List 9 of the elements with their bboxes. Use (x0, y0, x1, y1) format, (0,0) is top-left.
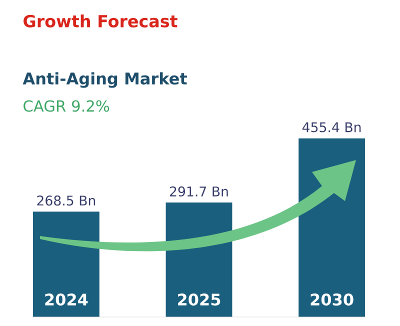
x-tick-label: 2030 (310, 294, 354, 306)
chart-title: Growth Forecast (24, 14, 178, 28)
text: CAGR 9.2% (24, 100, 110, 112)
x-tick-label: 2024 (45, 294, 88, 306)
data-label: 268.5 Bn (37, 196, 96, 206)
data-label: 455.4 Bn (302, 122, 361, 132)
data-label: 291.7 Bn (170, 186, 228, 197)
x-tick-label: 2025 (178, 294, 220, 306)
chart-subtitle: Anti-Aging Market (22, 72, 187, 88)
